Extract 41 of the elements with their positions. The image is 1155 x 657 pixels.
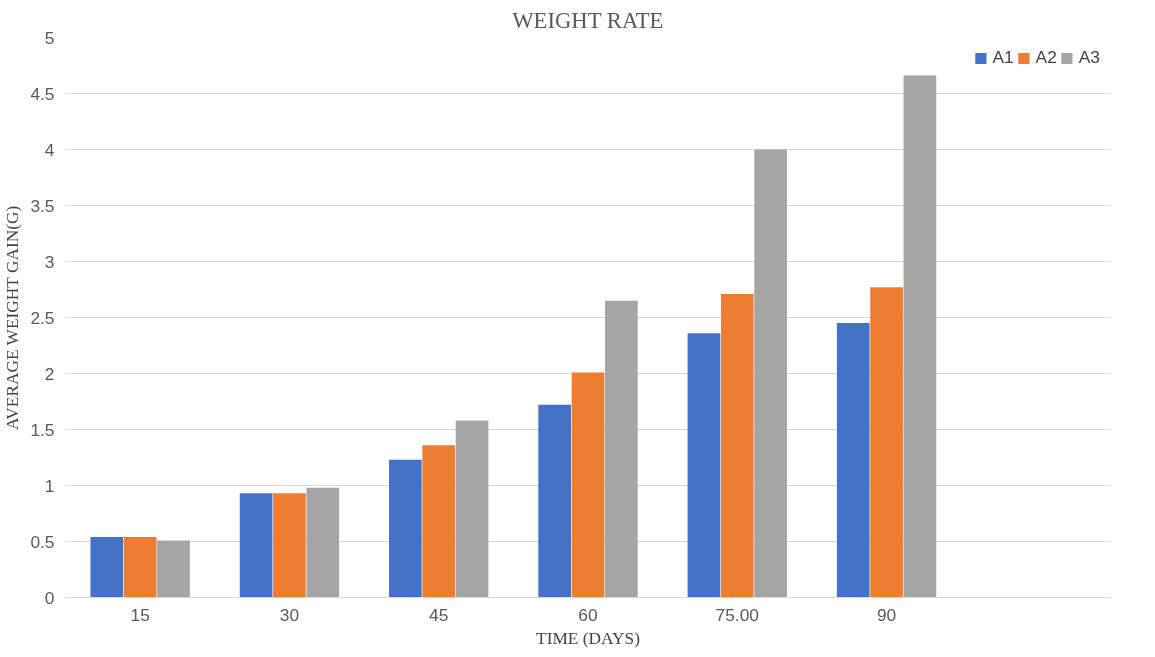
bar	[754, 149, 787, 598]
bar	[571, 372, 605, 598]
bar	[422, 445, 456, 598]
bar	[455, 420, 489, 598]
x-tick-label: 30	[279, 604, 300, 625]
bar	[605, 300, 638, 598]
y-tick-label: 4	[44, 139, 55, 160]
bar	[720, 293, 754, 598]
bar	[389, 459, 422, 598]
legend-label: A2	[1035, 47, 1057, 68]
y-tick-label: 3	[44, 251, 55, 272]
y-tick-label: 2.5	[30, 307, 55, 328]
bar	[157, 540, 190, 598]
y-tick-label: 0.5	[30, 531, 55, 552]
bar	[90, 537, 124, 598]
y-tick-label: 2	[44, 363, 55, 384]
y-tick-label: 0	[44, 587, 55, 608]
bar	[836, 323, 870, 598]
x-tick-label: 90	[876, 604, 897, 625]
y-tick-label: 1.5	[30, 419, 55, 440]
x-tick-label: 75.00	[715, 604, 759, 625]
y-tick-label: 4.5	[30, 83, 55, 104]
bar	[538, 404, 571, 598]
x-axis-title: TIME (DAYS)	[536, 628, 641, 648]
y-tick-label: 1	[44, 475, 55, 496]
y-tick-label: 5	[44, 27, 55, 48]
bar	[687, 333, 721, 598]
x-tick-label: 15	[130, 604, 150, 625]
chart-title: WEIGHT RATE	[512, 7, 664, 33]
bar	[306, 487, 340, 598]
y-axis-title: AVERAGE WEIGHT GAIN(G)	[3, 205, 23, 430]
legend-label: A3	[1078, 47, 1100, 68]
bar	[123, 537, 157, 598]
x-tick-label: 45	[429, 604, 449, 625]
bar	[903, 75, 937, 598]
bar	[239, 493, 273, 598]
bar	[870, 287, 903, 598]
x-tick-label: 60	[578, 604, 598, 625]
legend-label: A1	[992, 47, 1014, 68]
bar	[273, 493, 306, 598]
y-tick-label: 3.5	[30, 195, 55, 216]
